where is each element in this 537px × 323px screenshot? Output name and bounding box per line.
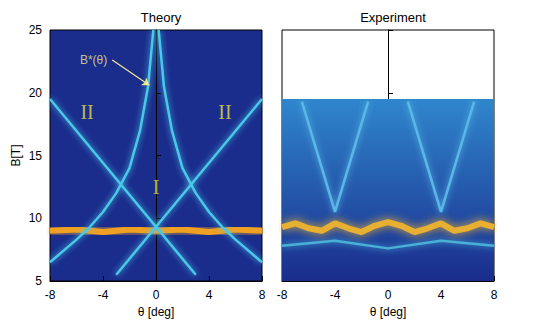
svg-text:II: II (80, 101, 93, 123)
svg-text:-8: -8 (277, 288, 288, 302)
svg-text:20: 20 (29, 86, 43, 100)
svg-text:B*(θ): B*(θ) (80, 53, 107, 67)
svg-text:0: 0 (153, 288, 160, 302)
svg-text:II: II (218, 101, 231, 123)
svg-text:5: 5 (35, 274, 42, 288)
svg-text:0: 0 (385, 288, 392, 302)
svg-text:Experiment: Experiment (360, 10, 426, 25)
svg-text:-4: -4 (330, 288, 341, 302)
svg-text:θ [deg]: θ [deg] (138, 305, 175, 319)
svg-text:25: 25 (29, 23, 43, 37)
svg-text:4: 4 (438, 288, 445, 302)
svg-text:Theory: Theory (141, 10, 182, 25)
svg-text:8: 8 (491, 288, 498, 302)
svg-text:B[T]: B[T] (9, 144, 23, 166)
svg-text:10: 10 (29, 211, 43, 225)
svg-text:-4: -4 (98, 288, 109, 302)
svg-text:8: 8 (259, 288, 266, 302)
svg-text:4: 4 (206, 288, 213, 302)
svg-text:-8: -8 (45, 288, 56, 302)
svg-text:I: I (153, 176, 160, 198)
svg-text:15: 15 (29, 149, 43, 163)
svg-text:θ [deg]: θ [deg] (370, 305, 407, 319)
